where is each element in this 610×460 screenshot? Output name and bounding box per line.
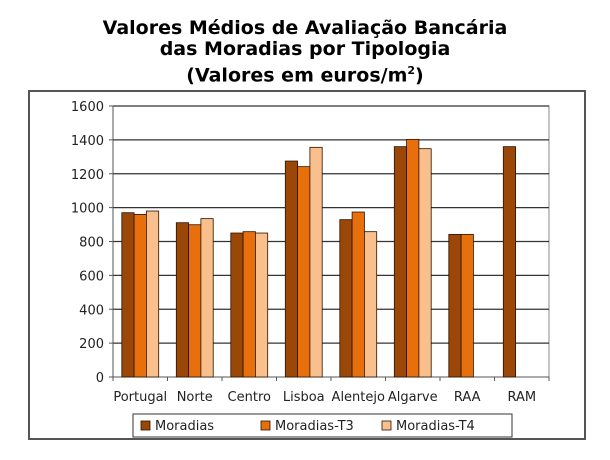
bar-moradias-t3 xyxy=(188,224,202,378)
bar-moradias-t3 xyxy=(351,211,365,378)
legend-label: Moradias-T3 xyxy=(275,419,354,434)
bar-moradias-t4 xyxy=(418,148,432,378)
title-line-2: das Moradias por Tipologia xyxy=(159,38,451,60)
bar-moradias-t3 xyxy=(460,233,474,378)
bar-moradias xyxy=(284,160,298,378)
legend-swatch xyxy=(381,420,392,431)
x-tick-label: Algarve xyxy=(388,390,438,405)
bar-moradias-t4 xyxy=(200,218,214,378)
y-tick-label: 400 xyxy=(79,303,104,318)
x-tick-label: RAM xyxy=(507,390,536,405)
bar-moradias-t3 xyxy=(297,166,311,378)
legend-label: Moradias xyxy=(155,419,214,434)
title-line-3: (Valores em euros/m2) xyxy=(186,64,424,87)
legend xyxy=(132,413,513,438)
bar-moradias-t4 xyxy=(309,146,323,378)
chart-title: Valores Médios de Avaliação Bancária das… xyxy=(0,18,610,86)
y-tick-label: 800 xyxy=(79,236,104,251)
x-tick-label: Portugal xyxy=(113,390,167,405)
bar-moradias-t4 xyxy=(363,231,378,378)
bar-moradias xyxy=(121,212,135,378)
x-tick-label: Lisboa xyxy=(283,390,325,405)
bar-moradias-t4 xyxy=(254,232,269,378)
y-tick-label: 1000 xyxy=(71,202,104,217)
bar-moradias-t4 xyxy=(145,210,160,378)
x-tick-label: RAA xyxy=(454,390,481,405)
bar-moradias xyxy=(502,146,516,378)
title-line-1: Valores Médios de Avaliação Bancária xyxy=(102,17,508,39)
y-tick-label: 0 xyxy=(96,371,104,386)
bar-moradias xyxy=(230,232,244,378)
y-tick-label: 200 xyxy=(79,337,104,352)
x-tick-label: Norte xyxy=(177,390,213,405)
legend-swatch xyxy=(260,420,271,431)
legend-swatch xyxy=(140,420,151,431)
bar-moradias xyxy=(175,222,190,378)
bar-moradias-t3 xyxy=(242,231,256,378)
x-tick-label: Alentejo xyxy=(332,390,385,405)
bar-moradias-t3 xyxy=(406,138,420,378)
bar-moradias xyxy=(393,146,407,378)
y-tick-label: 1400 xyxy=(71,134,104,149)
y-tick-label: 1600 xyxy=(71,100,104,115)
y-tick-label: 1200 xyxy=(71,168,104,183)
y-tick-label: 600 xyxy=(79,269,104,284)
bar-moradias-t3 xyxy=(133,213,147,378)
x-tick-label: Centro xyxy=(228,390,271,405)
bar-moradias xyxy=(448,233,462,378)
legend-label: Moradias-T4 xyxy=(396,419,475,434)
bar-moradias xyxy=(339,219,353,378)
chart-frame xyxy=(28,90,586,440)
